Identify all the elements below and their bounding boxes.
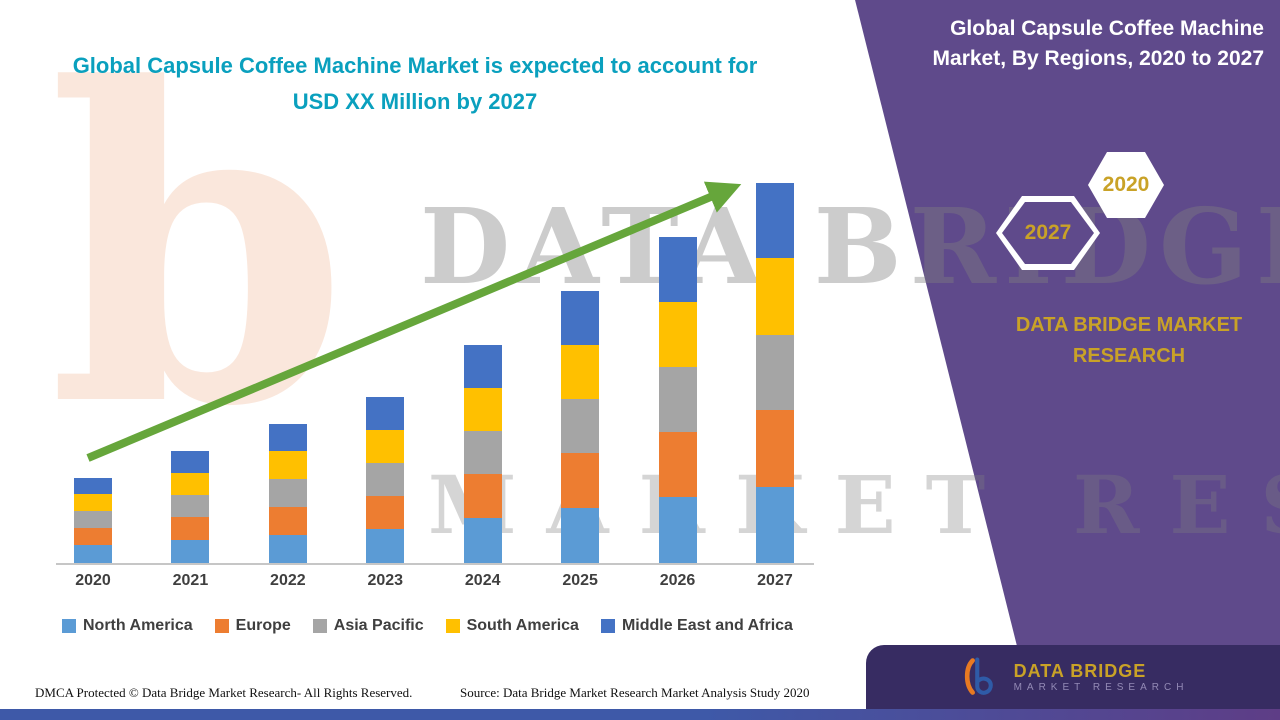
x-axis-label: 2021 [172,572,209,589]
bar-segment [561,508,600,563]
hexagon-year-2027-label: 2027 [1024,221,1072,244]
legend-item: North America [62,617,193,635]
x-axis-label: 2026 [659,572,696,589]
bar-segment [171,451,210,473]
bar-segment [74,478,112,494]
bar-2023 [366,397,405,563]
bar-segment [268,451,307,479]
bar-segment [171,517,210,540]
bar-segment [755,410,794,487]
bar-segment [268,479,307,507]
panel-title: Global Capsule Coffee Machine Market, By… [932,17,1264,71]
bar-segment [463,388,502,431]
legend-label: Asia Pacific [333,617,424,634]
bar-segment [463,474,502,518]
legend-label: South America [466,617,579,634]
bar-segment [171,495,210,517]
x-axis-labels: 2020 2021 2022 2023 2024 2025 2026 2027 [58,572,810,590]
bar-2022 [268,424,307,563]
bar-segment [268,507,307,535]
bar-segment [366,430,405,463]
data-bridge-logo-icon [964,657,993,695]
brand-monogram-watermark: b [48,0,349,501]
bar-segment [755,258,794,335]
x-axis-label: 2025 [562,572,598,589]
page-title: Global Capsule Coffee Machine Market is … [72,53,758,115]
legend-swatch [312,619,327,633]
footer-logo-text: DATA BRIDGE MARKET RESEARCH [1014,660,1189,695]
bar-segment [463,518,502,563]
bar-segment [171,540,210,563]
legend-swatch [600,619,615,633]
bar-segment [268,535,307,563]
x-axis-label: 2027 [757,572,793,589]
legend-label: North America [83,617,193,634]
legend-swatch [214,619,229,633]
legend-label: Europe [235,617,291,634]
x-axis-label: 2023 [367,572,404,589]
legend-item: Europe [214,617,291,635]
bar-segment [74,528,112,545]
footer-logo-title: DATA BRIDGE [1013,660,1147,681]
bar-segment [74,494,112,511]
bar-segment [171,473,210,495]
bar-2024 [463,345,502,563]
bar-2025 [561,291,600,563]
bar-segment [755,487,794,563]
bar-segment [658,302,697,367]
x-axis-label: 2024 [464,572,501,589]
brand-name-text: DATA BRIDGE MARKET RESEARCH [1015,314,1243,367]
footer-logo-box: DATA BRIDGE MARKET RESEARCH [866,645,1280,709]
bar-segment [561,453,600,508]
bar-segment [74,511,112,528]
chart-legend: North America Europe Asia Pacific South Ame… [62,617,793,635]
bottom-accent-strip [0,709,1280,720]
bar-segment [463,431,502,474]
legend-item: Middle East and Africa [600,617,793,635]
trend-arrow [86,181,742,462]
dmca-notice: DMCA Protected © Data Bridge Market Rese… [35,685,413,700]
legend-label: Middle East and Africa [621,617,793,634]
bar-segment [561,291,600,345]
bar-segment [366,463,405,496]
legend-item: Asia Pacific [312,617,424,635]
bar-segment [658,367,697,432]
bar-segment [658,497,697,563]
legend-swatch [62,619,76,633]
legend-swatch [445,619,460,633]
bar-2021 [171,451,210,563]
bar-segment [268,424,307,451]
bar-segment [561,399,600,453]
hexagon-year-2020-label: 2020 [1102,173,1150,196]
x-axis-label: 2020 [75,572,111,589]
bar-segment [366,397,405,430]
footer-logo-subtitle: MARKET RESEARCH [1013,682,1189,693]
bar-2026 [658,237,697,563]
bar-segment [74,545,112,563]
bar-segment [755,335,794,410]
bar-segment [366,529,405,563]
bar-2027 [755,183,794,563]
bar-segment [658,432,697,497]
bar-segment [755,183,794,258]
bar-segment [561,345,600,399]
stacked-bar-chart [58,163,810,563]
x-axis-label: 2022 [270,572,306,589]
x-axis-line [56,563,814,565]
bar-segment [366,496,405,529]
bar-segment [463,345,502,388]
legend-item: South America [445,617,579,635]
bar-2020 [74,478,112,563]
bar-segment [658,237,697,302]
source-note: Source: Data Bridge Market Research Mark… [460,685,810,700]
